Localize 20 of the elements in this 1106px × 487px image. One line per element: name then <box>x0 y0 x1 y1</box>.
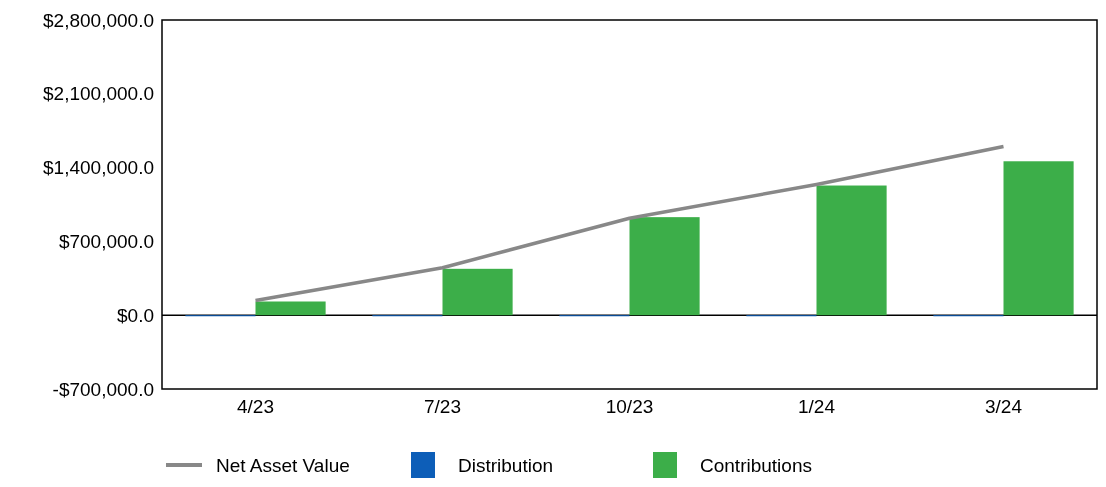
line-series <box>253 144 1006 303</box>
y-tick-label: $0.0 <box>117 304 154 326</box>
x-tick-label: 7/23 <box>424 396 461 417</box>
legend-label: Distribution <box>458 454 554 476</box>
x-tick-label: 1/24 <box>798 396 836 417</box>
bar <box>816 185 887 316</box>
legend-label: Net Asset Value <box>216 454 350 476</box>
legend-label: Contributions <box>700 454 812 476</box>
y-tick-label: $2,800,000.0 <box>43 9 154 31</box>
bar <box>255 301 326 316</box>
y-tick-label: $2,100,000.0 <box>43 83 154 105</box>
bar <box>629 217 700 316</box>
bar <box>1003 161 1074 316</box>
y-tick-label: $700,000.0 <box>58 230 154 252</box>
y-tick-label: -$700,000.0 <box>52 378 154 400</box>
x-tick-label: 4/23 <box>237 396 274 417</box>
x-tick-label: 3/24 <box>985 396 1023 417</box>
x-tick-label: 10/23 <box>605 396 654 417</box>
y-tick-label: $1,400,000.0 <box>43 157 154 179</box>
bar <box>442 268 513 316</box>
